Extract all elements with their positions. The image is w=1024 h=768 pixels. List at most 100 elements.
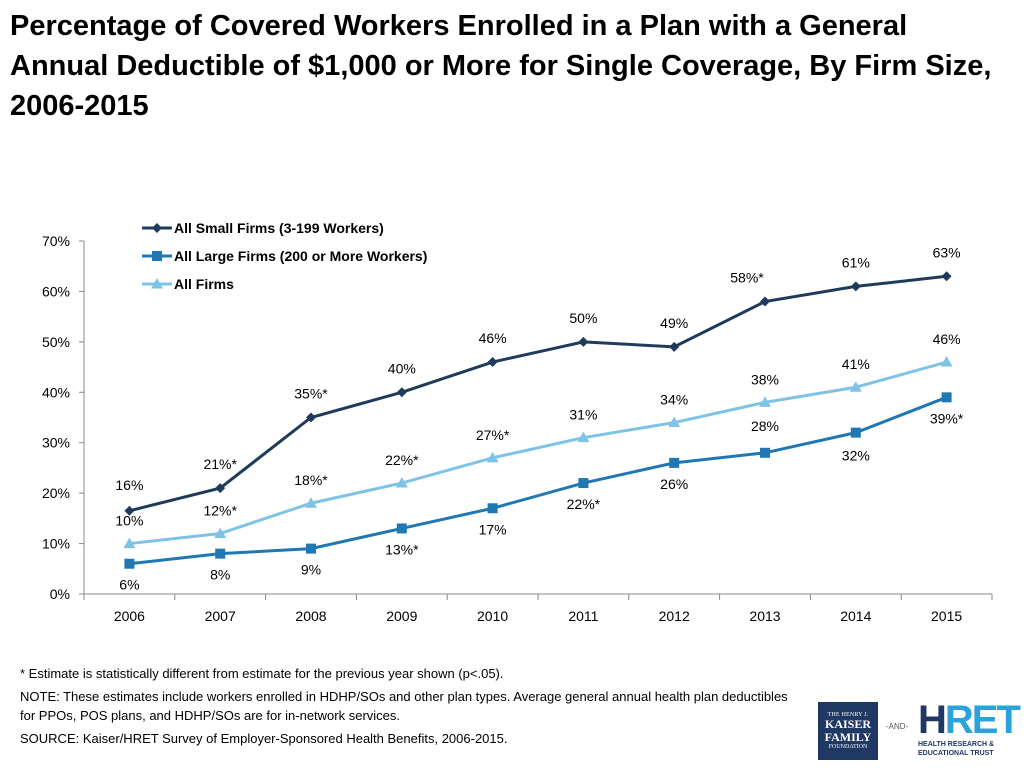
chart-title: Percentage of Covered Workers Enrolled i… (10, 10, 992, 122)
series-2-point (941, 392, 952, 403)
x-tick-label: 2008 (295, 608, 326, 624)
data-label: 46% (479, 330, 507, 346)
legend-label-3: All Firms (174, 276, 234, 292)
series-1-point (850, 281, 861, 292)
series-3-point (577, 431, 590, 443)
series-2-point (578, 478, 589, 489)
series-1-point (669, 341, 680, 352)
hret-logo-line-2: EDUCATIONAL TRUST (918, 750, 994, 757)
data-label: 49% (660, 315, 688, 331)
data-label: 31% (569, 407, 597, 423)
hret-logo: HRET HEALTH RESEARCH & EDUCATIONAL TRUST (918, 700, 1022, 758)
x-tick-label: 2014 (840, 608, 871, 624)
data-label: 22%* (567, 496, 601, 512)
data-label: 63% (933, 244, 961, 260)
series-3-point (486, 451, 499, 463)
series-1-point (124, 505, 135, 516)
data-label: 26% (660, 476, 688, 492)
data-label: 38% (751, 371, 779, 387)
data-label: 13%* (385, 541, 419, 557)
x-tick-label: 2006 (114, 608, 145, 624)
series-3-point (305, 497, 317, 508)
kff-logo-line-4: FOUNDATION (828, 744, 868, 750)
series-1-point (487, 357, 498, 368)
legend-label-1: All Small Firms (3-199 Workers) (174, 220, 384, 236)
kff-logo-line-3: FAMILY (824, 730, 872, 744)
x-tick-label: 2009 (386, 608, 417, 624)
series-2-point (306, 543, 316, 554)
series-line-2 (129, 395, 948, 566)
y-tick-label: 20% (42, 485, 70, 501)
data-label: 22%* (385, 452, 419, 468)
y-tick-label: 0% (50, 586, 70, 602)
data-label: 39%* (930, 410, 964, 426)
data-label: 32% (842, 448, 870, 464)
x-tick-label: 2011 (568, 608, 598, 624)
footnotes: * Estimate is statistically different fr… (20, 664, 800, 752)
data-label: 40% (388, 360, 416, 376)
series-2-point (669, 457, 680, 468)
series-line-3 (129, 360, 948, 546)
data-label: 16% (115, 477, 143, 493)
data-label: 9% (301, 562, 321, 578)
series-3-point (395, 477, 408, 488)
data-label: 8% (210, 567, 230, 583)
series-line-1 (129, 274, 947, 513)
series-1-point (578, 336, 589, 347)
data-label: 58%* (730, 270, 764, 286)
kff-logo-line-2: KAISER (824, 717, 871, 731)
logo-separator: -AND- (886, 722, 909, 731)
kff-logo-line-1: THE HENRY J. (827, 712, 869, 718)
x-tick-label: 2007 (205, 608, 236, 624)
y-tick-label: 40% (42, 384, 70, 400)
data-label: 10% (115, 513, 143, 529)
hret-logo-mark: HRET (918, 698, 1021, 742)
line-chart: 0% 10% 20% 30% 40% 50% 60% 70% 2006 2007 2008 2009 2… (42, 220, 993, 624)
series-3-point (123, 537, 136, 549)
data-label: 18%* (294, 472, 328, 488)
data-label: 34% (660, 392, 688, 408)
x-tick-label: 2012 (659, 608, 690, 624)
series-3-point (940, 356, 953, 367)
legend-marker-2 (152, 251, 162, 261)
series-1-point (215, 483, 226, 494)
series-1-point (306, 412, 316, 423)
series-2-point (396, 523, 407, 534)
kaiser-family-foundation-logo: THE HENRY J. KAISER FAMILY FOUNDATION (818, 702, 878, 760)
legend-label-2: All Large Firms (200 or More Workers) (174, 248, 427, 264)
x-tick-label: 2010 (477, 608, 508, 624)
y-tick-label: 10% (42, 536, 70, 552)
y-tick-label: 30% (42, 435, 70, 451)
data-label: 28% (751, 418, 779, 434)
series-2-point (850, 427, 861, 438)
plan-note: NOTE: These estimates include workers en… (20, 689, 788, 723)
data-label: 61% (842, 254, 870, 270)
data-label: 50% (569, 310, 597, 326)
series-2-point (760, 447, 770, 458)
data-label: 21%* (203, 456, 237, 472)
series-3-point (849, 381, 862, 392)
data-label: 6% (119, 577, 139, 593)
x-tick-label: 2013 (749, 608, 780, 624)
hret-logo-line-1: HEALTH RESEARCH & (918, 741, 995, 748)
series-2-point (124, 558, 135, 569)
data-label: 41% (842, 356, 870, 372)
series-3-point (759, 396, 771, 407)
series-2-point (215, 548, 226, 559)
legend-marker-1 (152, 223, 162, 233)
series-1-point (760, 296, 770, 307)
source-note: SOURCE: Kaiser/HRET Survey of Employer-S… (20, 731, 508, 746)
significance-note: * Estimate is statistically different fr… (20, 666, 504, 681)
y-tick-label: 60% (42, 283, 70, 299)
series-1-point (941, 271, 952, 282)
legend-marker-3 (151, 278, 163, 289)
data-label: 35%* (294, 386, 328, 402)
y-tick-label: 50% (42, 334, 70, 350)
series-3-point (668, 416, 681, 428)
data-label: 17% (479, 521, 507, 537)
series-3-point (214, 527, 227, 538)
series-1-point (396, 387, 407, 398)
series-2-point (487, 503, 498, 514)
y-tick-label: 70% (42, 233, 70, 249)
x-tick-label: 2015 (931, 608, 962, 624)
